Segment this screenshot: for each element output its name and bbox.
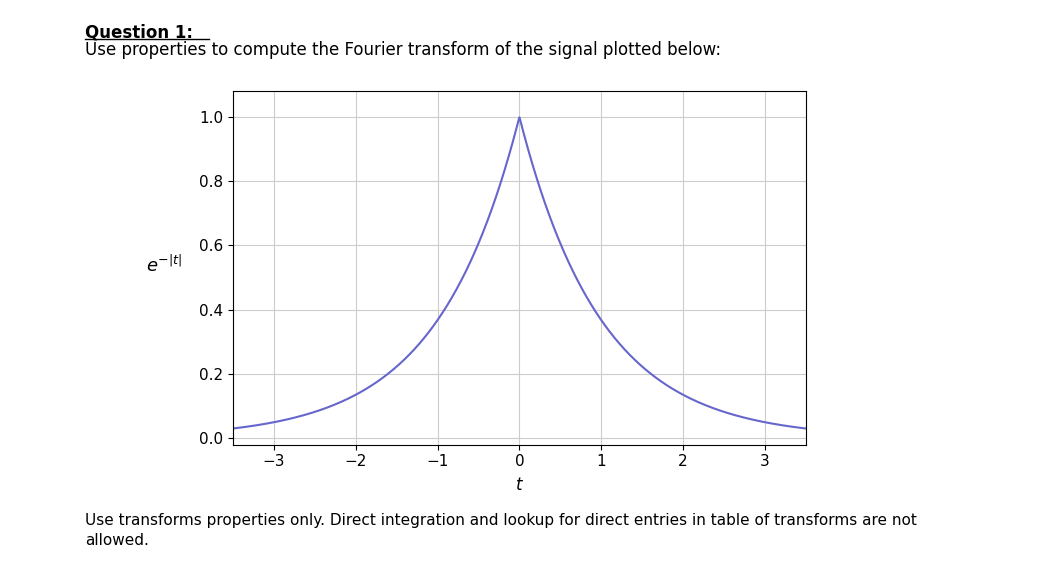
Text: $e^{-|t|}$: $e^{-|t|}$ [146,254,182,276]
Text: Question 1:: Question 1: [85,24,193,42]
X-axis label: t: t [516,477,523,494]
Text: allowed.: allowed. [85,533,148,548]
Text: Use transforms properties only. Direct integration and lookup for direct entries: Use transforms properties only. Direct i… [85,513,917,528]
Text: Use properties to compute the Fourier transform of the signal plotted below:: Use properties to compute the Fourier tr… [85,41,721,59]
